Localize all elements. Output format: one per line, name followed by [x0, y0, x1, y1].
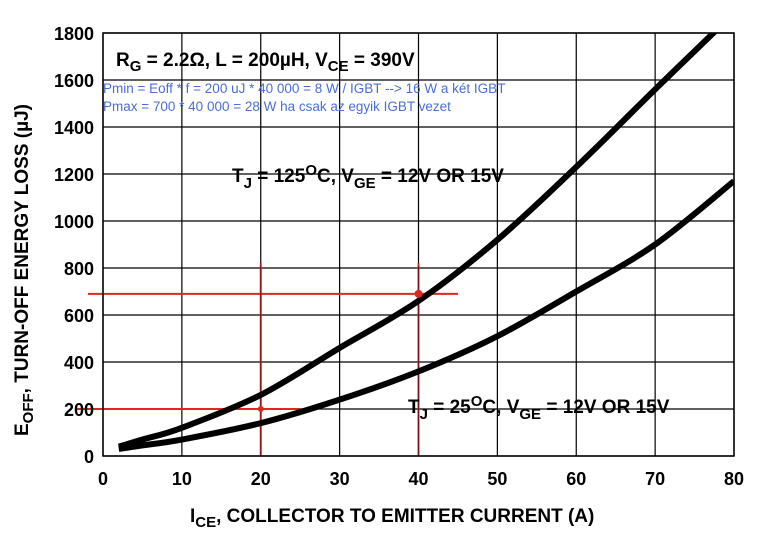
y-tick-label: 1000	[54, 212, 94, 232]
y-tick-label: 1600	[54, 71, 94, 91]
series-group	[117, 33, 734, 452]
y-tick-label: 200	[64, 400, 94, 420]
y-axis-title: EOFF, TURN-OFF ENERGY LOSS (µJ)	[12, 104, 37, 436]
annot-point-2	[414, 289, 423, 298]
x-tick-label: 50	[487, 469, 507, 489]
annotation-points	[257, 289, 423, 412]
series-label-25c: TJ = 25OC, VGE = 12V OR 15V	[408, 393, 670, 423]
x-tick-label: 0	[98, 469, 108, 489]
conditions-label: RG = 2.2Ω, L = 200µH, VCE = 390V	[116, 50, 415, 75]
y-tick-label: 800	[64, 259, 94, 279]
y-tick-label: 1400	[54, 118, 94, 138]
x-tick-label: 60	[566, 469, 586, 489]
plot-frame	[102, 32, 735, 457]
x-tick-label: 20	[251, 469, 271, 489]
y-tick-label: 1200	[54, 165, 94, 185]
x-tick-label: 40	[408, 469, 428, 489]
note-pmax: Pmax = 700 * 40 000 = 28 W ha csak az eg…	[103, 99, 451, 114]
y-tick-label: 400	[64, 353, 94, 373]
y-tick-labels: 0 200 400 600 800 1000 1200 1400 1600 1800	[54, 24, 94, 467]
annot-point-1	[257, 406, 264, 412]
note-pmin: Pmin = Eoff * f = 200 uJ * 40 000 = 8 W …	[103, 81, 505, 96]
series-label-125c: TJ = 125OC, VGE = 12V OR 15V	[232, 162, 504, 192]
x-tick-label: 80	[724, 469, 744, 489]
series-line-25c	[118, 178, 734, 452]
x-axis-title: ICE, COLLECTOR TO EMITTER CURRENT (A)	[190, 506, 594, 531]
x-tick-label: 30	[330, 469, 350, 489]
series-line-125c	[117, 33, 718, 450]
x-tick-labels: 0 10 20 30 40 50 60 70 80	[98, 469, 744, 489]
x-tick-label: 70	[645, 469, 665, 489]
y-tick-label: 600	[64, 306, 94, 326]
x-tick-label: 10	[172, 469, 192, 489]
y-tick-label: 1800	[54, 24, 94, 44]
y-tick-label: 0	[84, 447, 94, 467]
